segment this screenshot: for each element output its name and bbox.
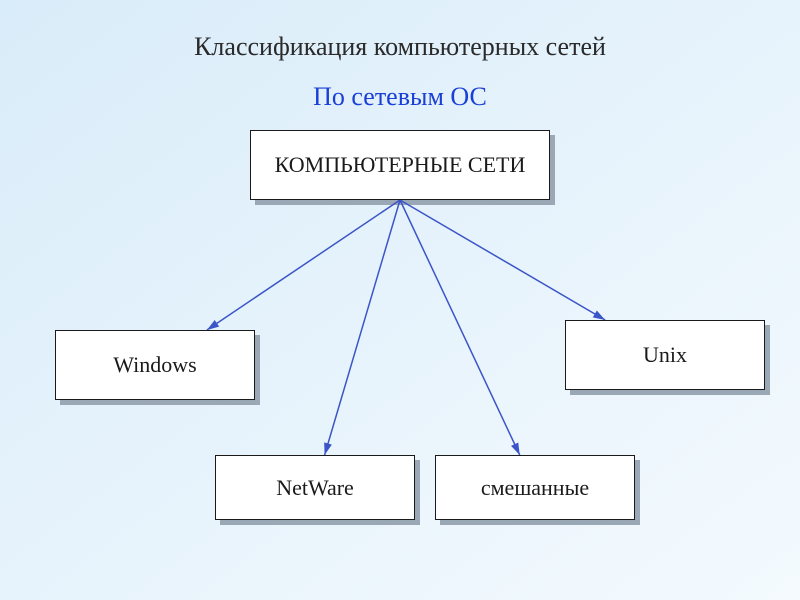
edge-line [400, 200, 605, 320]
edge-line [325, 200, 400, 455]
node-face: смешанные [435, 455, 635, 520]
node-root: КОМПЬЮТЕРНЫЕ СЕТИ [250, 130, 550, 200]
node-face: КОМПЬЮТЕРНЫЕ СЕТИ [250, 130, 550, 200]
diagram-canvas: Классификация компьютерных сетей По сете… [0, 0, 800, 600]
node-face: NetWare [215, 455, 415, 520]
node-n4: Unix [565, 320, 765, 390]
diagram-subtitle: По сетевым ОС [0, 82, 800, 112]
node-label: Windows [113, 352, 196, 378]
node-n3: смешанные [435, 455, 635, 520]
edge-line [400, 200, 520, 455]
edge-arrowhead [593, 310, 605, 320]
edge-arrowhead [207, 320, 219, 330]
node-face: Windows [55, 330, 255, 400]
node-label: NetWare [276, 475, 354, 501]
edge-arrowhead [324, 442, 332, 455]
node-n2: NetWare [215, 455, 415, 520]
node-n1: Windows [55, 330, 255, 400]
node-label: КОМПЬЮТЕРНЫЕ СЕТИ [275, 152, 526, 178]
node-label: смешанные [481, 475, 589, 501]
edge-arrowhead [511, 442, 520, 455]
node-label: Unix [643, 342, 687, 368]
diagram-title: Классификация компьютерных сетей [0, 32, 800, 62]
edge-line [207, 200, 400, 330]
node-face: Unix [565, 320, 765, 390]
